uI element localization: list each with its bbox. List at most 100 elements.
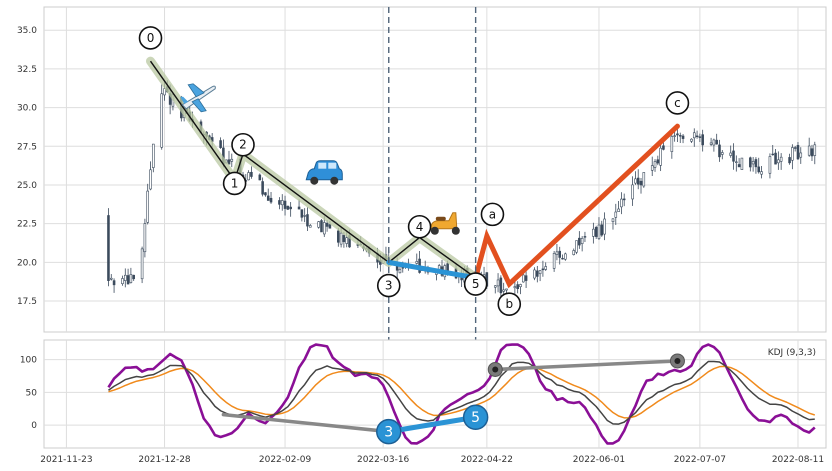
kdj-y-tick-label: 50 <box>26 388 38 398</box>
candle-up <box>692 132 696 139</box>
candle-up <box>555 251 559 255</box>
price-y-tick-label: 32.5 <box>17 65 37 75</box>
scooter-wheel <box>451 226 460 235</box>
candle-down <box>258 174 262 181</box>
candle-up <box>575 240 578 253</box>
candle-up <box>777 159 780 164</box>
candle-down <box>499 277 503 294</box>
candle-down <box>695 135 699 137</box>
car-window <box>318 162 327 169</box>
candle-up <box>513 286 517 289</box>
candle-down <box>656 159 660 164</box>
candle-up <box>712 139 716 146</box>
candle-up <box>522 274 525 283</box>
candle-down <box>600 224 604 236</box>
candle-down <box>793 147 797 149</box>
candle-down <box>446 263 449 272</box>
candle-down <box>681 135 685 139</box>
wave-label-circle <box>463 272 488 296</box>
candle-up <box>611 218 615 223</box>
candle-up <box>614 211 618 218</box>
candle-down <box>261 181 264 195</box>
candle-down <box>757 166 761 173</box>
airplane-icon <box>180 83 216 113</box>
car-wheel <box>310 176 319 185</box>
candle-down <box>558 250 562 258</box>
wave-label-text: 1 <box>231 176 239 190</box>
candle-down <box>788 157 791 164</box>
candle-up <box>415 261 419 264</box>
kdj-divergence-marker-dot <box>492 366 499 373</box>
candle-up <box>323 222 326 235</box>
candle-down <box>583 236 587 238</box>
candle-up <box>129 274 133 283</box>
candle-up <box>496 279 500 287</box>
wave-label-circle <box>497 292 522 316</box>
x-tick-label: 2021-12-28 <box>138 455 191 465</box>
kdj-divergence-marker-dot <box>674 357 681 364</box>
price-y-tick-label: 20.0 <box>17 258 37 268</box>
kdj-wave-marker-text: 3 <box>384 425 393 441</box>
candle-up <box>735 161 738 163</box>
scooter-wheel <box>430 226 439 235</box>
wave-label-circle <box>222 171 247 196</box>
candle-up <box>768 156 772 174</box>
candle-down <box>227 159 231 165</box>
candle-down <box>300 209 304 218</box>
candle-up <box>149 169 152 190</box>
candle-down <box>112 280 116 286</box>
price-y-tick-label: 22.5 <box>17 220 37 230</box>
scooter-icon <box>430 212 460 235</box>
candle-up <box>345 237 348 244</box>
wave-label-text: b <box>505 297 513 311</box>
candle-up <box>751 161 755 165</box>
candle-down <box>771 153 775 156</box>
kdj-wave-marker-circle <box>462 404 489 430</box>
emoji-annotations <box>180 83 460 235</box>
x-tick-label: 2022-08-11 <box>772 455 824 465</box>
candle-up <box>653 161 657 168</box>
kdj-wave-marker-3: 3 <box>376 418 402 445</box>
candle-down <box>342 235 346 242</box>
candle-up <box>564 253 567 260</box>
candle-down <box>325 222 329 227</box>
candle-down <box>701 134 704 146</box>
price-plot-frame <box>43 6 827 333</box>
price-y-axis: 17.5 20.0 22.5 25.0 27.5 30.0 32.5 35.0 <box>17 26 37 307</box>
candle-up <box>631 184 634 200</box>
airplane-body <box>181 85 216 110</box>
wave-label-text: 5 <box>472 277 480 291</box>
candle-down <box>749 157 752 168</box>
impulse-wave-line <box>149 60 477 279</box>
candle-up <box>634 178 637 184</box>
x-axis: 2021-11-23 2021-12-28 2022-02-09 2022-03-16… <box>40 455 824 465</box>
x-tick-label: 2022-02-09 <box>259 455 312 465</box>
candle-up <box>592 228 595 237</box>
kdj-y-axis: 0 50 100 <box>20 356 37 431</box>
candle-down <box>774 152 777 165</box>
wave-label-circle <box>376 273 401 298</box>
wave-label-a: a <box>480 202 505 227</box>
candle-down <box>732 150 735 162</box>
wave-label-text: 4 <box>416 220 424 234</box>
airplane-wing <box>191 98 207 113</box>
candle-down <box>796 145 800 160</box>
candle-up <box>519 284 522 288</box>
candle-down <box>810 148 814 157</box>
x-tick-label: 2022-06-01 <box>573 455 625 465</box>
candle-up <box>533 269 536 279</box>
impulse-wave <box>146 56 680 289</box>
candle-down <box>754 159 758 168</box>
candle-down <box>541 268 545 271</box>
candle-up <box>308 225 312 228</box>
x-tick-label: 2022-07-07 <box>674 455 726 465</box>
price-grid <box>44 7 826 332</box>
wave-label-circle <box>138 26 163 50</box>
candle-down <box>536 270 539 277</box>
candle-up <box>124 274 127 281</box>
candle-up <box>247 172 250 181</box>
car-window <box>328 162 337 169</box>
car-icon <box>305 160 343 185</box>
candle-down <box>250 171 253 177</box>
candle-down <box>269 197 273 203</box>
